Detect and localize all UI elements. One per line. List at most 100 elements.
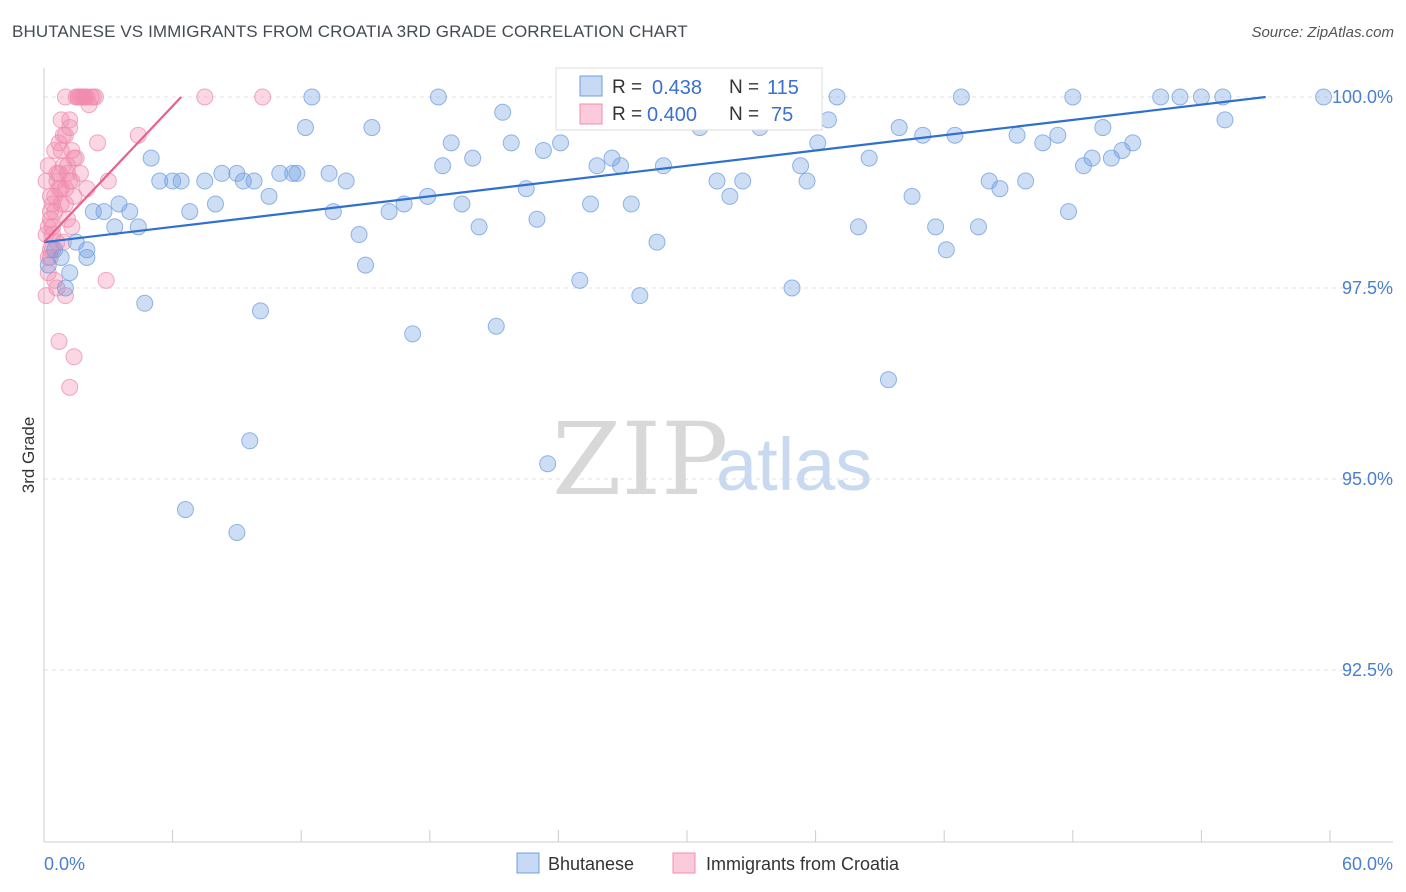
bhutanese-point [181,203,199,221]
bhutanese-point [734,172,752,190]
bhutanese-point [582,195,600,213]
bhutanese-point [1315,88,1333,106]
bhutanese-point [517,180,535,198]
bhutanese-point [213,164,231,182]
croatia-point [97,271,115,289]
source-label: Source: ZipAtlas.com [1251,24,1394,41]
y-tick-label: 100.0% [1332,87,1393,107]
bhutanese-point [228,523,246,541]
bhutanese-point [903,187,921,205]
bhutanese-point [142,149,160,167]
bhutanese-point [890,119,908,137]
bhutanese-trend-line [43,95,1266,244]
bhutanese-point [284,164,302,182]
bhutanese-point [969,218,987,236]
bhutanese-point [206,195,224,213]
bhutanese-point [528,210,546,228]
bhutanese-point [39,256,57,274]
bhutanese-point [1171,88,1189,106]
bhutanese-point [937,241,955,259]
croatia-point [52,111,70,129]
bhutanese-point [241,432,259,450]
stats-pink-r-value: 0.400 [647,104,697,126]
bhutanese-point [849,218,867,236]
bhutanese-point [434,157,452,175]
croatia-point [78,180,96,198]
bhutanese-point [952,88,970,106]
bhutanese-point [52,248,70,266]
bhutanese-point [1124,134,1142,152]
croatia-point [67,149,85,167]
legend-croatia-swatch [672,852,696,874]
y-tick-labels: 92.5% 95.0% 97.5% 100.0% [1332,87,1393,680]
y-axis-label: 3rd Grade [19,417,38,494]
croatia-point [50,332,68,350]
croatia-point [196,88,214,106]
stats-blue-r-value: 0.438 [652,77,702,99]
bhutanese-point [622,195,640,213]
bhutanese-point [1017,172,1035,190]
croatia-point [61,111,79,129]
bhutanese-point [809,134,827,152]
bhutanese-point [879,371,897,389]
bhutanese-point [404,325,422,343]
bhutanese-point [539,455,557,473]
bhutanese-point [136,294,154,312]
bhutanese-point [251,302,269,320]
series-croatia-points [37,88,272,396]
bhutanese-point [196,172,214,190]
croatia-point [63,218,81,236]
croatia-point [59,164,77,182]
stats-pink-swatch [579,103,603,125]
croatia-point [56,88,74,106]
bhutanese-point [350,226,368,244]
bhutanese-point [61,264,79,282]
croatia-point [39,157,57,175]
bhutanese-point [1008,126,1026,144]
croatia-point [37,172,55,190]
bhutanese-point [588,157,606,175]
stats-blue-n-label: N = [729,77,759,98]
bhutanese-point [502,134,520,152]
bhutanese-point [260,187,278,205]
stats-blue-r-label: R = [612,77,642,98]
croatia-point [61,378,79,396]
bhutanese-point [453,195,471,213]
croatia-point [65,348,83,366]
bhutanese-point [1034,134,1052,152]
y-tick-label: 92.5% [1342,660,1393,680]
y-tick-label: 97.5% [1342,278,1393,298]
series-bhutanese-points [39,88,1333,541]
bhutanese-point [654,157,672,175]
croatia-point [254,88,272,106]
bhutanese-point [320,164,338,182]
croatia-point [89,134,107,152]
bhutanese-point [612,157,630,175]
bhutanese-point [296,119,314,137]
bhutanese-point [487,317,505,335]
croatia-point [44,218,62,236]
bhutanese-point [927,218,945,236]
bhutanese-point [1192,88,1210,106]
bhutanese-point [464,149,482,167]
bhutanese-point [860,149,878,167]
bhutanese-point [303,88,321,106]
bhutanese-point [828,88,846,106]
bhutanese-point [121,203,139,221]
bhutanese-point [470,218,488,236]
bhutanese-point [1094,119,1112,137]
trend-lines [43,95,1266,244]
stats-pink-r-label: R = [612,104,642,125]
bhutanese-point [78,248,96,266]
x-tick-label-max: 60.0% [1342,854,1393,874]
y-tick-label: 95.0% [1342,469,1393,489]
bhutanese-point [363,119,381,137]
bhutanese-point [1152,88,1170,106]
bhutanese-point [648,233,666,251]
axes [43,68,1393,843]
watermark-zip: ZIP [552,401,728,518]
stats-pink-n-label: N = [729,104,759,125]
stats-pink-n-value: 75 [771,104,793,126]
bhutanese-point [324,203,342,221]
bhutanese-point [1049,126,1067,144]
